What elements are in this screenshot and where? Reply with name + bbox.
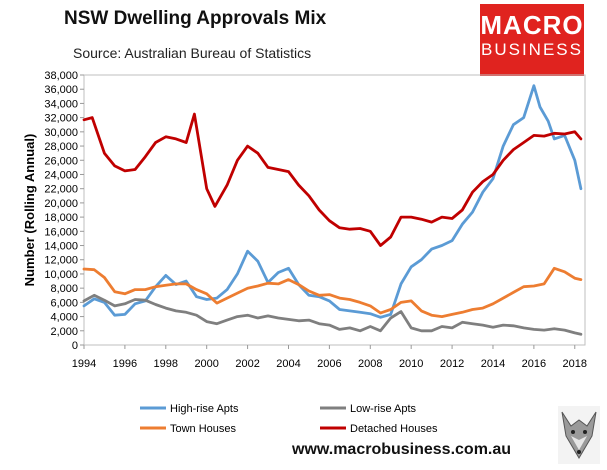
y-tick-label: 14,000 [44,241,78,253]
y-tick-label: 4,000 [50,312,78,324]
logo-line2: BUSINESS [481,40,583,59]
x-tick-label: 2014 [481,358,505,370]
y-tick-label: 34,000 [44,98,78,110]
plot-area [83,74,586,346]
y-tick-label: 10,000 [44,269,78,281]
y-tick-label: 24,000 [44,169,78,181]
series-line-detached-houses [82,112,583,247]
logo-line1: MACRO [480,10,584,40]
x-tick-label: 2006 [317,358,341,370]
x-tick-label: 2002 [235,358,259,370]
x-tick-label: 1998 [154,358,178,370]
x-tick-label: 1996 [113,358,137,370]
x-tick-label: 1994 [72,358,96,370]
x-tick-label: 2012 [440,358,464,370]
y-tick-label: 16,000 [44,226,78,238]
series-line-high-rise-apts [82,84,583,319]
y-axis-label: Number (Rolling Annual) [22,134,37,287]
chart-subtitle: Source: Australian Bureau of Statistics [73,45,312,61]
y-tick-label: 38,000 [44,70,78,82]
y-tick-label: 22,000 [44,184,78,196]
y-tick-label: 18,000 [44,212,78,224]
chart-title: NSW Dwelling Approvals Mix [64,8,327,29]
legend-label-detached-houses: Detached Houses [350,423,438,435]
x-tick-label: 2000 [194,358,218,370]
site-url: www.macrobusiness.com.au [292,441,512,458]
y-tick-label: 30,000 [44,127,78,139]
x-tick-label: 2004 [276,358,300,370]
y-tick-label: 12,000 [44,255,78,267]
x-tick-label: 2010 [399,358,423,370]
y-tick-label: 36,000 [44,84,78,96]
y-tick-label: 20,000 [44,198,78,210]
series-line-low-rise-apts [82,293,583,336]
y-tick-label: 6,000 [50,297,78,309]
y-tick-label: 26,000 [44,155,78,167]
y-tick-label: 8,000 [50,283,78,295]
x-tick-label: 2016 [522,358,546,370]
legend-label-low-rise-apts: Low-rise Apts [350,403,417,415]
y-tick-label: 2,000 [50,326,78,338]
x-tick-label: 2018 [563,358,587,370]
y-tick-label: 32,000 [44,113,78,125]
x-tick-label: 2008 [358,358,382,370]
legend-label-town-houses: Town Houses [170,423,237,435]
y-tick-label: 0 [72,340,78,352]
y-tick-label: 28,000 [44,141,78,153]
fox-icon [558,406,600,464]
macrobusiness-logo: MACRO BUSINESS [480,4,584,76]
series-line-town-houses [82,266,583,319]
legend-label-high-rise-apts: High-rise Apts [170,403,239,415]
